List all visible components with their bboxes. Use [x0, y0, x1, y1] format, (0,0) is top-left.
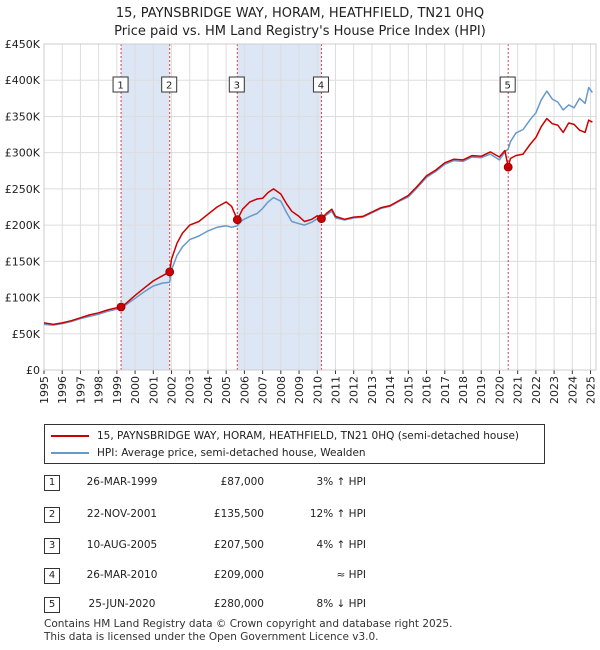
y-tick-label: £300K	[5, 147, 41, 160]
sale-point	[317, 214, 326, 223]
sale-date: 26-MAR-1999	[86, 476, 158, 488]
x-tick-label: 2000	[129, 376, 142, 404]
sale-number-label: 3	[234, 81, 240, 92]
x-tick-label: 2002	[166, 376, 179, 404]
sale-price: £87,000	[220, 476, 264, 488]
y-tick-label: £150K	[5, 255, 41, 268]
x-tick-label: 2006	[238, 376, 251, 404]
sale-date: 22-NOV-2001	[86, 508, 158, 520]
sale-number-box	[161, 76, 178, 93]
x-tick-label: 2007	[257, 376, 270, 404]
x-tick-label: 2011	[329, 376, 342, 404]
legend-hpi-label: HPI: Average price, semi-detached house,…	[97, 447, 366, 459]
y-tick-label: £400K	[5, 74, 41, 87]
sale-number-box	[112, 76, 129, 93]
x-tick-label: 2016	[421, 376, 434, 404]
y-tick-label: £200K	[5, 219, 41, 232]
chart-title-line1: 15, PAYNSBRIDGE WAY, HORAM, HEATHFIELD, …	[115, 6, 485, 21]
sale-number-badge: 3	[44, 538, 60, 554]
x-tick-label: 2019	[475, 376, 488, 404]
legend-price-label: 15, PAYNSBRIDGE WAY, HORAM, HEATHFIELD, …	[97, 430, 520, 442]
sale-number-box	[312, 76, 329, 93]
x-tick-label: 2013	[366, 376, 379, 404]
sale-date: 26-MAR-2010	[86, 569, 158, 581]
x-tick-label: 2008	[275, 376, 288, 404]
x-tick-label: 2005	[220, 376, 233, 404]
x-tick-label: 2025	[585, 376, 598, 404]
x-tick-label: 2003	[184, 376, 197, 404]
x-tick-label: 2001	[147, 376, 160, 404]
sale-hpi-diff: 8% ↓ HPI	[316, 598, 366, 610]
x-tick-label: 2022	[530, 376, 543, 404]
x-tick-label: 2015	[402, 376, 415, 404]
table-row: 1 26-MAR-1999 £87,000 3% ↑ HPI	[44, 475, 564, 491]
sale-number-badge: 5	[44, 597, 60, 613]
price-chart: £0 £50K £100K £150K £200K £250K £300K £350K £400…	[5, 38, 598, 404]
table-row: 4 26-MAR-2010 £209,000 ≈ HPI	[44, 568, 564, 584]
x-tick-label: 2010	[311, 376, 324, 404]
x-tick-label: 2004	[202, 376, 215, 404]
x-tick-label: 1996	[56, 376, 69, 404]
x-tick-label: 2012	[348, 376, 361, 404]
chart-title-line2: Price paid vs. HM Land Registry's House …	[114, 24, 486, 39]
sale-point	[165, 267, 175, 277]
x-tick-label: 2009	[293, 376, 306, 404]
sale-price: £207,500	[213, 539, 264, 551]
sale-hpi-diff: 3% ↑ HPI	[316, 476, 366, 488]
footer-licence: This data is licensed under the Open Gov…	[44, 631, 379, 643]
footer-attribution: Contains HM Land Registry data © Crown c…	[44, 618, 452, 644]
sale-number-badge: 4	[44, 568, 60, 584]
x-tick-label: 2018	[457, 376, 470, 404]
sale-point	[503, 162, 513, 172]
sale-point	[116, 302, 126, 312]
shaded-period	[121, 44, 170, 370]
sale-price: £280,000	[213, 598, 264, 610]
x-tick-label: 1999	[111, 376, 124, 404]
x-tick-label: 2014	[384, 376, 397, 404]
footer-copyright: Contains HM Land Registry data © Crown c…	[44, 618, 453, 630]
x-tick-label: 2023	[548, 376, 561, 404]
legend-price-swatch	[51, 435, 89, 437]
sale-number-box	[499, 76, 516, 93]
sale-hpi-diff: ≈ HPI	[336, 569, 366, 581]
sale-number-label: 1	[117, 81, 123, 92]
sale-price: £135,500	[213, 508, 264, 520]
x-tick-label: 1995	[38, 376, 51, 404]
table-row: 3 10-AUG-2005 £207,500 4% ↑ HPI	[44, 538, 564, 554]
table-row: 2 22-NOV-2001 £135,500 12% ↑ HPI	[44, 507, 564, 523]
sale-number-badge: 1	[44, 475, 60, 491]
table-row: 5 25-JUN-2020 £280,000 8% ↓ HPI	[44, 597, 564, 613]
sale-number-label: 4	[318, 81, 324, 92]
sale-number-label: 5	[505, 81, 511, 92]
sale-number-label: 2	[166, 81, 172, 92]
y-tick-label: £450K	[5, 38, 41, 51]
sale-number-box	[228, 76, 245, 93]
shaded-period	[237, 44, 322, 370]
x-tick-label: 2020	[493, 376, 506, 404]
chart-legend: 15, PAYNSBRIDGE WAY, HORAM, HEATHFIELD, …	[44, 424, 545, 464]
x-tick-label: 1998	[93, 376, 106, 404]
x-tick-label: 2024	[566, 376, 579, 404]
y-tick-label: £250K	[5, 183, 41, 196]
x-tick-label: 2017	[439, 376, 452, 404]
legend-hpi-swatch	[51, 452, 89, 454]
sale-price: £209,000	[213, 569, 264, 581]
sale-point	[232, 215, 242, 225]
x-tick-label: 1997	[74, 376, 87, 404]
y-tick-label: £100K	[5, 292, 41, 305]
sale-date: 25-JUN-2020	[88, 598, 156, 610]
y-tick-label: £350K	[5, 110, 41, 123]
y-tick-label: £0	[26, 364, 40, 377]
plot-frame	[43, 43, 597, 371]
y-tick-label: £50K	[12, 328, 41, 341]
x-tick-label: 2021	[512, 376, 525, 404]
sale-hpi-diff: 12% ↑ HPI	[309, 508, 366, 520]
sale-number-badge: 2	[44, 507, 60, 523]
sale-hpi-diff: 4% ↑ HPI	[316, 539, 366, 551]
sale-date: 10-AUG-2005	[86, 539, 158, 551]
